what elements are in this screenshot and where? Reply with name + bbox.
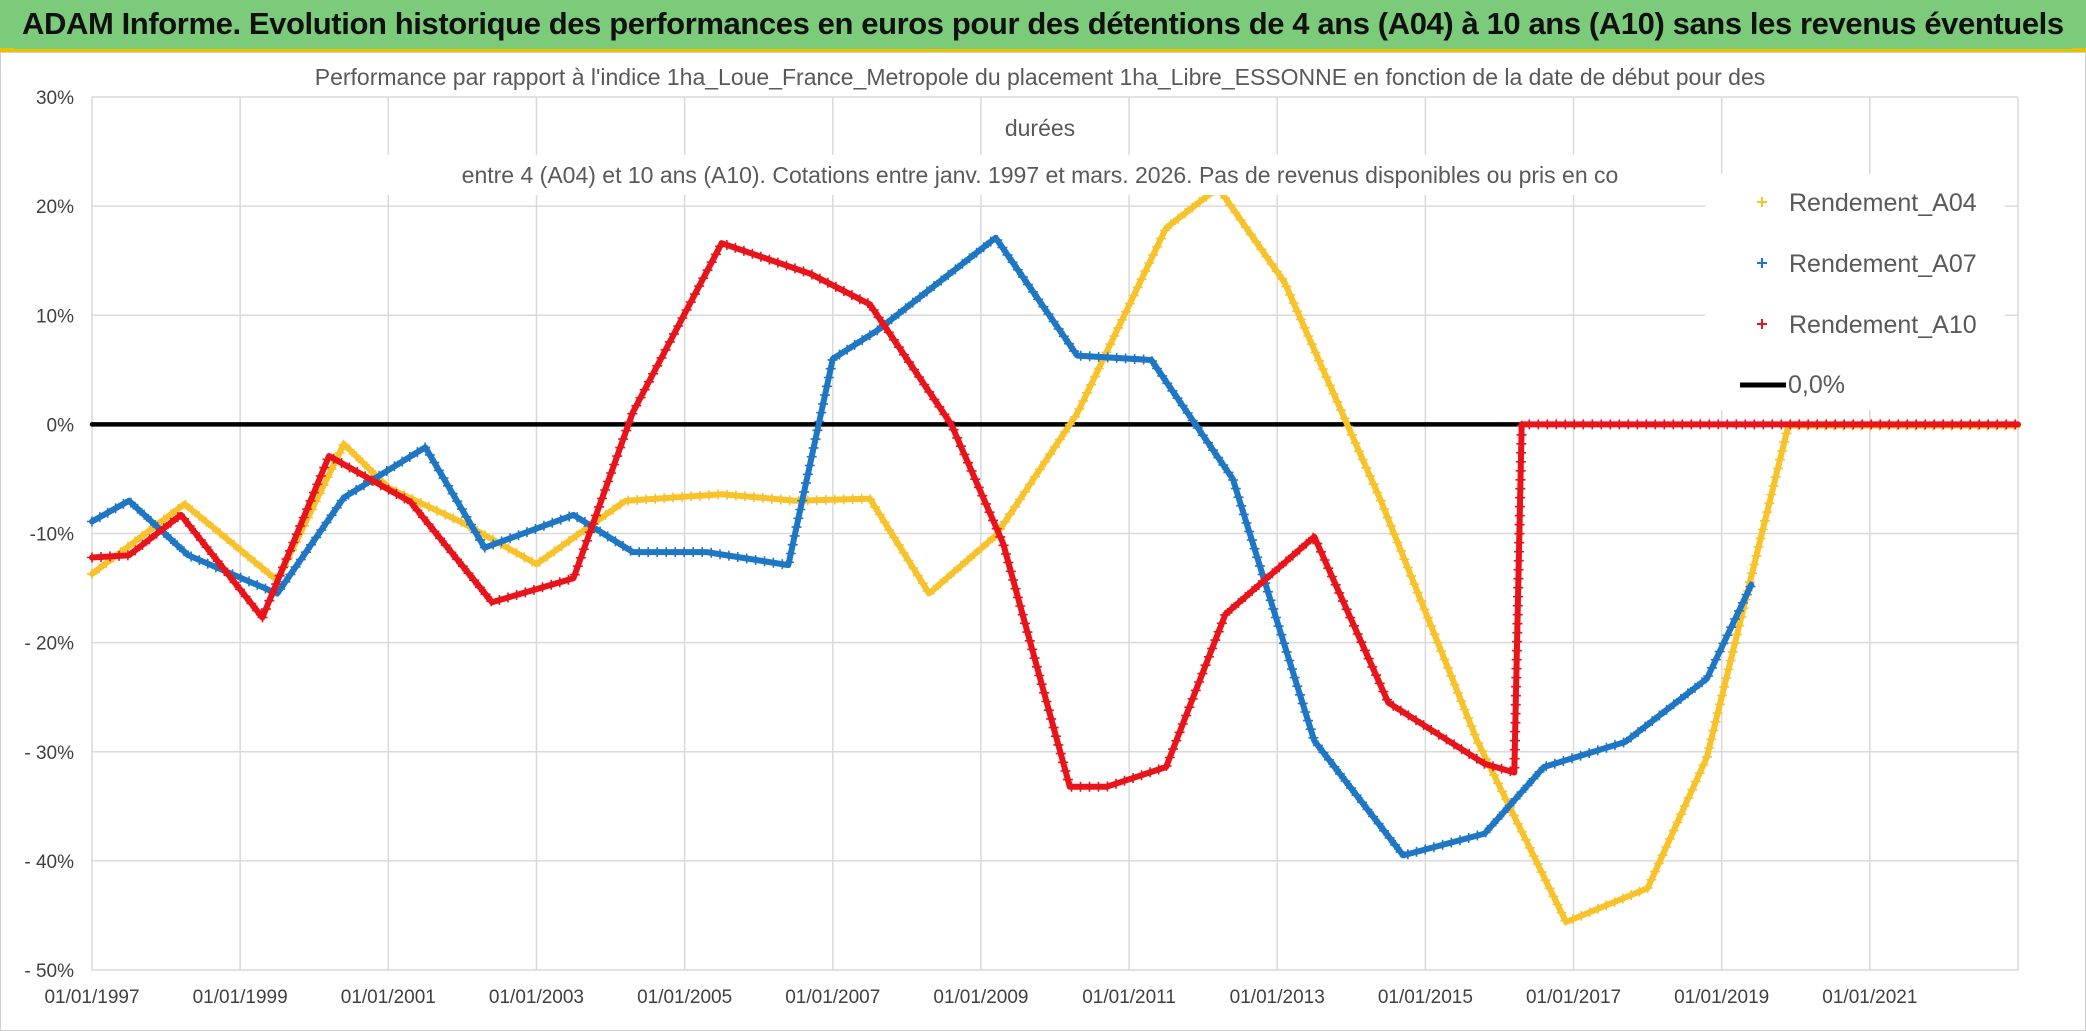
- y-tick-label: - 40%: [24, 852, 74, 873]
- x-tick-label: 01/01/2007: [785, 987, 880, 1008]
- x-tick-label: 01/01/2019: [1674, 987, 1769, 1008]
- legend-item: Rendement_A04: [1757, 189, 1977, 217]
- x-tick-label: 01/01/2001: [341, 987, 436, 1008]
- legend-item: Rendement_A10: [1757, 311, 1977, 339]
- x-tick-label: 01/01/2021: [1822, 987, 1917, 1008]
- title-background: [230, 55, 1850, 95]
- legend-label: Rendement_A07: [1789, 250, 1977, 278]
- series: [87, 184, 2021, 926]
- x-tick-label: 01/01/1999: [193, 987, 288, 1008]
- legend-label: Rendement_A10: [1789, 311, 1977, 339]
- y-tick-label: - 30%: [24, 743, 74, 764]
- x-tick-label: 01/01/2015: [1378, 987, 1473, 1008]
- legend-swatch: [1757, 197, 1767, 207]
- legend: Rendement_A04 Rendement_A07 Rendement_A10 0…: [1705, 174, 2005, 410]
- series-markers: [87, 235, 1756, 860]
- header-banner: ADAM Informe. Evolution historique des p…: [0, 0, 2086, 52]
- series-rendement-a10: [87, 240, 2021, 792]
- legend-swatch: [1757, 319, 1767, 329]
- x-tick-label: 01/01/1997: [44, 987, 139, 1008]
- x-tick-label: 01/01/2009: [933, 987, 1028, 1008]
- legend-label: 0,0%: [1788, 371, 1845, 399]
- chart-title-line-3: entre 4 (A04) et 10 ans (A10). Cotations…: [462, 162, 1619, 188]
- legend-swatch: [1757, 258, 1767, 268]
- page-title: ADAM Informe. Evolution historique des p…: [22, 6, 2064, 41]
- legend-item: 0,0%: [1740, 371, 1845, 399]
- x-tick-label: 01/01/2011: [1082, 987, 1176, 1008]
- x-tick-label: 01/01/2017: [1526, 987, 1621, 1008]
- y-tick-label: 30%: [36, 88, 74, 109]
- y-tick-label: - 50%: [24, 961, 74, 982]
- legend-item: Rendement_A07: [1757, 250, 1977, 278]
- chart-title-line-2: durées: [1005, 115, 1075, 141]
- corner-accent-left: [0, 48, 14, 67]
- chart-title-line-1: Performance par rapport à l'indice 1ha_L…: [315, 64, 1766, 90]
- axis-labels: 30% 20% 10% 0% -10% - 20% - 30% - 40% - 50% 01/01…: [24, 88, 1917, 1008]
- x-tick-label: 01/01/2003: [489, 987, 584, 1008]
- legend-background: [1705, 174, 2005, 410]
- y-tick-label: -10%: [30, 525, 74, 546]
- chart-title: Performance par rapport à l'indice 1ha_L…: [230, 55, 1850, 195]
- x-tick-label: 01/01/2005: [637, 987, 732, 1008]
- corner-accent-right: [2072, 48, 2086, 67]
- y-tick-label: - 20%: [24, 634, 74, 655]
- legend-label: Rendement_A04: [1789, 189, 1977, 217]
- y-tick-label: 0%: [47, 415, 75, 436]
- y-tick-label: 10%: [36, 306, 74, 327]
- title-background: [340, 155, 1710, 195]
- performance-chart: 30% 20% 10% 0% -10% - 20% - 30% - 40% - 50% 01/01…: [24, 55, 2021, 1008]
- series-line: [89, 234, 1755, 859]
- x-tick-label: 01/01/2013: [1230, 987, 1325, 1008]
- series-rendement-a07: [87, 234, 1756, 860]
- y-tick-label: 20%: [36, 197, 74, 218]
